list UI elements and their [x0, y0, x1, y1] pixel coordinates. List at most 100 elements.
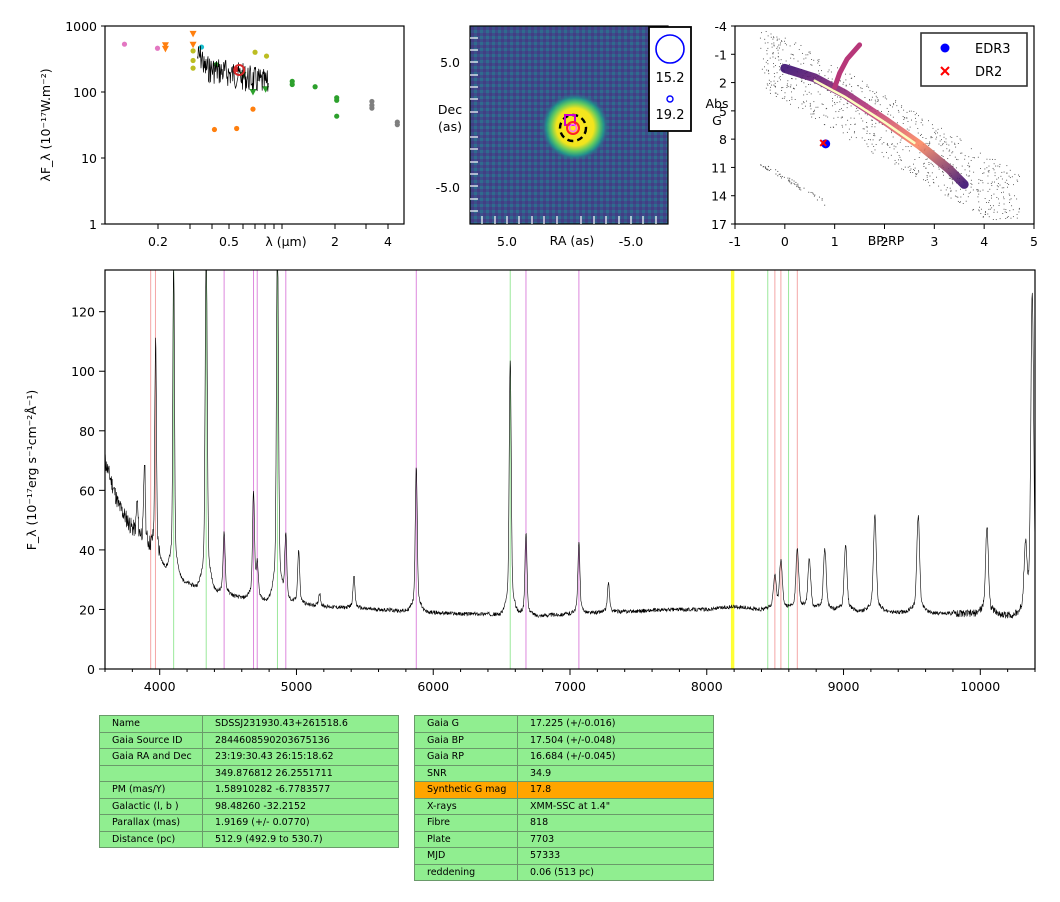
hr-field-star: [825, 115, 827, 117]
hr-field-star: [945, 141, 947, 143]
hr-field-star: [887, 157, 889, 159]
hr-field-star: [811, 116, 813, 118]
hr-field-star: [977, 191, 979, 193]
hr-field-star: [899, 141, 901, 143]
hr-field-star: [773, 37, 775, 39]
spectrum-y-tick-label: 0: [87, 662, 95, 677]
hr-field-star: [1018, 211, 1020, 213]
hr-field-star: [821, 103, 823, 105]
hr-field-star: [855, 137, 857, 139]
hr-field-star: [956, 135, 958, 137]
hr-field-star: [889, 104, 891, 106]
sed-point: [234, 125, 240, 132]
mag-bright-label: 15.2: [656, 71, 685, 86]
hr-field-star: [941, 127, 942, 129]
hr-wd-star: [795, 181, 797, 183]
hr-field-star: [856, 108, 858, 109]
hr-field-star: [794, 88, 795, 90]
hr-field-star: [943, 136, 945, 138]
hr-field-star: [909, 169, 911, 171]
hr-field-star: [800, 81, 802, 83]
hr-field-star: [1001, 178, 1003, 180]
info-table-left: Name SDSSJ231930.43+261518.6 Gaia Source I…: [99, 715, 399, 848]
hr-field-star: [891, 132, 892, 134]
hr-field-star: [822, 104, 824, 105]
hr-field-star: [886, 151, 887, 153]
hr-field-star: [792, 54, 794, 55]
hr-field-star: [973, 171, 975, 173]
info-value: 0.06 (513 pc): [517, 863, 714, 881]
hr-field-star: [943, 174, 944, 176]
hr-field-star: [874, 99, 876, 101]
sed-x-tick-label: 4: [384, 234, 392, 249]
hr-field-star: [913, 111, 915, 113]
hr-field-star: [948, 177, 950, 179]
hr-field-star: [905, 117, 907, 119]
hr-field-star: [886, 143, 888, 145]
sed-spectrum-line: [197, 45, 269, 92]
hr-field-star: [834, 103, 836, 105]
sed-point: [334, 113, 340, 119]
hr-field-star: [926, 176, 928, 178]
hr-field-star: [762, 58, 764, 60]
hr-field-star: [866, 86, 868, 87]
hr-field-star: [942, 171, 944, 173]
hr-field-star: [766, 53, 768, 55]
info-label: Gaia BP: [414, 731, 518, 749]
hr-field-star: [850, 117, 852, 119]
hr-field-star: [857, 109, 859, 111]
hr-field-star: [985, 211, 986, 213]
hr-field-star: [918, 170, 919, 172]
spectrum-y-tick-label: 100: [71, 364, 95, 379]
hr-field-star: [913, 163, 914, 165]
hr-field-star: [998, 202, 1000, 204]
hr-field-star: [824, 75, 826, 77]
hr-main-sequence: [780, 63, 969, 189]
hr-field-star: [831, 78, 833, 80]
hr-field-star: [819, 64, 821, 66]
info-table-right: Gaia G 17.225 (+/-0.016) Gaia BP 17.504 (+/…: [414, 715, 714, 881]
sky-image-marks: [541, 93, 609, 161]
hr-field-star: [978, 210, 980, 212]
hr-field-star: [935, 138, 937, 140]
hr-field-star: [986, 158, 988, 160]
hr-field-star: [937, 132, 939, 134]
hr-field-star: [1005, 218, 1007, 219]
info-value: XMM-SSC at 1.4": [517, 797, 714, 815]
hr-field-star: [895, 146, 897, 148]
hr-field-star: [988, 208, 990, 210]
hr-field-star: [970, 179, 972, 181]
hr-field-star: [768, 73, 770, 75]
hr-diagram-chart: -1 0 1 2 3 4 5 -4 -1 2 5 8 11 14 17 BP-RP Abs G EDR3 D…: [706, 19, 1038, 249]
hr-field-star: [1006, 172, 1008, 174]
hr-field-star: [1001, 171, 1003, 173]
hr-field-star: [931, 124, 933, 126]
hr-field-star: [898, 155, 900, 156]
hr-field-star: [886, 143, 888, 145]
hr-field-star: [896, 151, 898, 153]
hr-field-star: [861, 80, 863, 82]
hr-field-star: [940, 189, 942, 191]
hr-field-star: [845, 84, 847, 86]
hr-field-star: [759, 37, 761, 39]
hr-field-star: [979, 190, 981, 192]
hr-field-star: [784, 96, 786, 98]
hr-field-star: [964, 158, 966, 160]
info-value: 17.8: [517, 781, 714, 799]
hr-field-star: [987, 182, 989, 184]
hr-ticks: -1 0 1 2 3 4 5 -4 -1 2 5 8 11 14 17: [711, 19, 1038, 249]
hr-field-star: [1018, 208, 1020, 210]
hr-field-star: [781, 97, 783, 99]
hr-field-star: [996, 211, 998, 213]
hr-field-star: [778, 44, 780, 46]
hr-field-star: [960, 196, 962, 198]
hr-field-star: [840, 117, 842, 119]
hr-field-star: [985, 201, 987, 203]
hr-field-star: [954, 156, 956, 158]
hr-field-star: [965, 189, 967, 191]
hr-field-star: [872, 139, 874, 141]
info-row: Synthetic G mag 17.8: [414, 781, 714, 799]
hr-field-star: [969, 165, 971, 167]
hr-field-star: [761, 68, 763, 70]
hr-field-star: [876, 97, 878, 99]
